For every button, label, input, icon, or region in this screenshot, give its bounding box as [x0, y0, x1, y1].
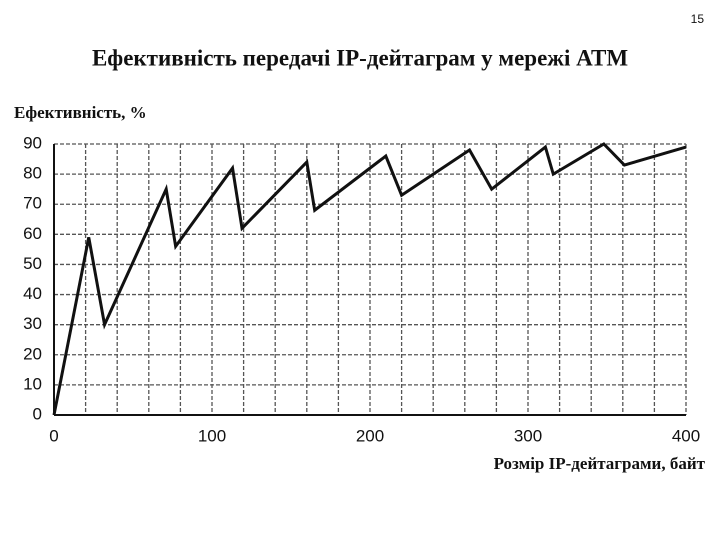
y-tick-label: 70: [23, 194, 42, 213]
x-tick-label: 200: [356, 426, 384, 445]
y-tick-label: 80: [23, 164, 42, 183]
y-tick-label: 20: [23, 344, 42, 363]
y-tick-label: 30: [23, 314, 42, 333]
y-tick-label: 10: [23, 374, 42, 393]
x-tick-label: 300: [514, 426, 542, 445]
chart-title: Ефективність передачі IP-дейтаграм у мер…: [92, 45, 628, 70]
page-number: 15: [691, 12, 705, 26]
y-tick-label: 40: [23, 284, 42, 303]
x-tick-label: 100: [198, 426, 226, 445]
y-tick-label: 50: [23, 254, 42, 273]
x-axis-label: Розмір IP-дейтаграми, байт: [494, 454, 706, 473]
y-axis-label: Ефективність, %: [14, 103, 147, 122]
x-tick-label: 400: [672, 426, 700, 445]
y-tick-label: 0: [33, 404, 42, 423]
data-line: [52, 142, 687, 416]
y-tick-label: 60: [23, 224, 42, 243]
y-tick-label: 90: [23, 133, 42, 152]
x-tick-label: 0: [49, 426, 58, 445]
